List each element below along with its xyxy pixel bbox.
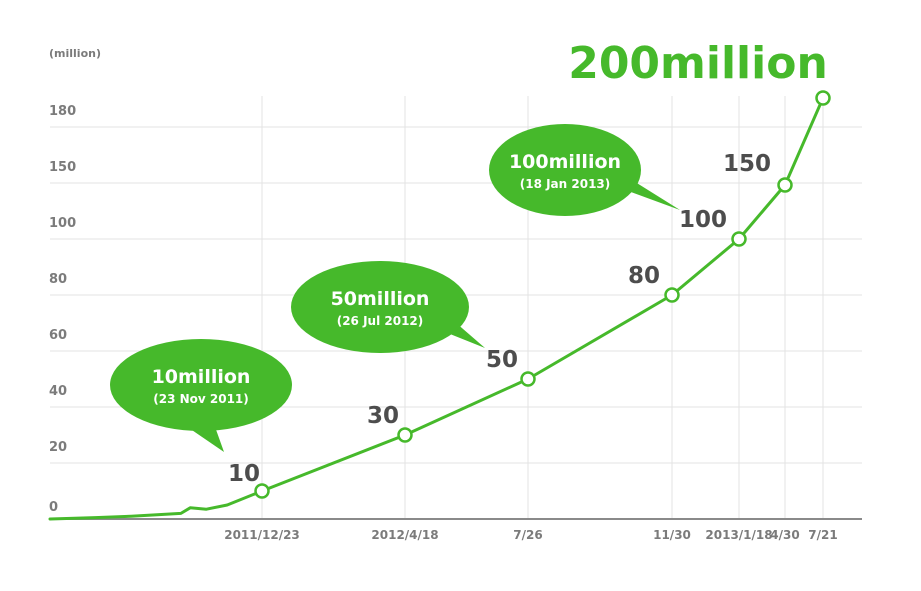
growth-line xyxy=(48,96,825,521)
bubble-title: 100million xyxy=(509,151,621,173)
data-point-label: 30 xyxy=(367,403,399,429)
y-tick-label: 40 xyxy=(49,384,67,399)
data-point-label: 50 xyxy=(486,347,518,373)
data-point-marker xyxy=(731,231,747,247)
data-point-marker xyxy=(397,427,413,443)
headline: 200million xyxy=(568,38,828,89)
x-tick-label: 2012/4/18 xyxy=(371,528,438,542)
x-tick-label: 4/30 xyxy=(770,528,799,542)
y-tick-label: 60 xyxy=(49,328,67,343)
data-point-marker xyxy=(520,371,536,387)
series-line xyxy=(48,96,825,521)
x-tick-label: 7/21 xyxy=(808,528,837,542)
y-tick-label: 150 xyxy=(49,160,76,175)
y-tick-label: 80 xyxy=(49,272,67,287)
bubble-body xyxy=(110,339,292,431)
y-tick-label: 100 xyxy=(49,216,76,231)
data-point-marker xyxy=(815,90,831,106)
milestone-bubble: 10million (23 Nov 2011) xyxy=(110,339,292,452)
data-points: 10 30 50 80 100 150 xyxy=(228,90,831,499)
x-tick-label: 7/26 xyxy=(513,528,542,542)
data-point-label: 10 xyxy=(228,461,260,487)
bubble-title: 10million xyxy=(152,366,251,388)
y-tick-label: 180 xyxy=(49,104,76,119)
x-tick-label: 2013/1/18 xyxy=(705,528,772,542)
milestone-bubble: 50million (26 Jul 2012) xyxy=(291,261,485,353)
y-unit-label: (million) xyxy=(49,47,101,60)
data-point-label: 150 xyxy=(723,151,771,177)
data-point-marker xyxy=(664,287,680,303)
data-point-marker xyxy=(254,483,270,499)
milestone-bubble: 100million (18 Jan 2013) xyxy=(489,124,680,216)
x-tick-label: 11/30 xyxy=(653,528,691,542)
bubble-date: (23 Nov 2011) xyxy=(153,392,249,406)
axes: 0 20 40 60 80 100 150 180 2011/12/23 2012/4/18 7/2… xyxy=(49,104,862,542)
bubble-date: (18 Jan 2013) xyxy=(520,177,611,191)
milestone-bubbles: 10million (23 Nov 2011) 50million (26 Jul 2… xyxy=(110,124,680,452)
y-tick-label: 20 xyxy=(49,440,67,455)
bubble-date: (26 Jul 2012) xyxy=(337,314,424,328)
bubble-title: 50million xyxy=(331,288,430,310)
bubble-body xyxy=(489,124,641,216)
y-tick-label: 0 xyxy=(49,500,58,515)
data-point-label: 100 xyxy=(679,207,727,233)
bubble-tail xyxy=(186,424,224,452)
bubble-body xyxy=(291,261,469,353)
data-point-marker xyxy=(777,177,793,193)
data-point-label: 80 xyxy=(628,263,660,289)
x-tick-label: 2011/12/23 xyxy=(224,528,300,542)
